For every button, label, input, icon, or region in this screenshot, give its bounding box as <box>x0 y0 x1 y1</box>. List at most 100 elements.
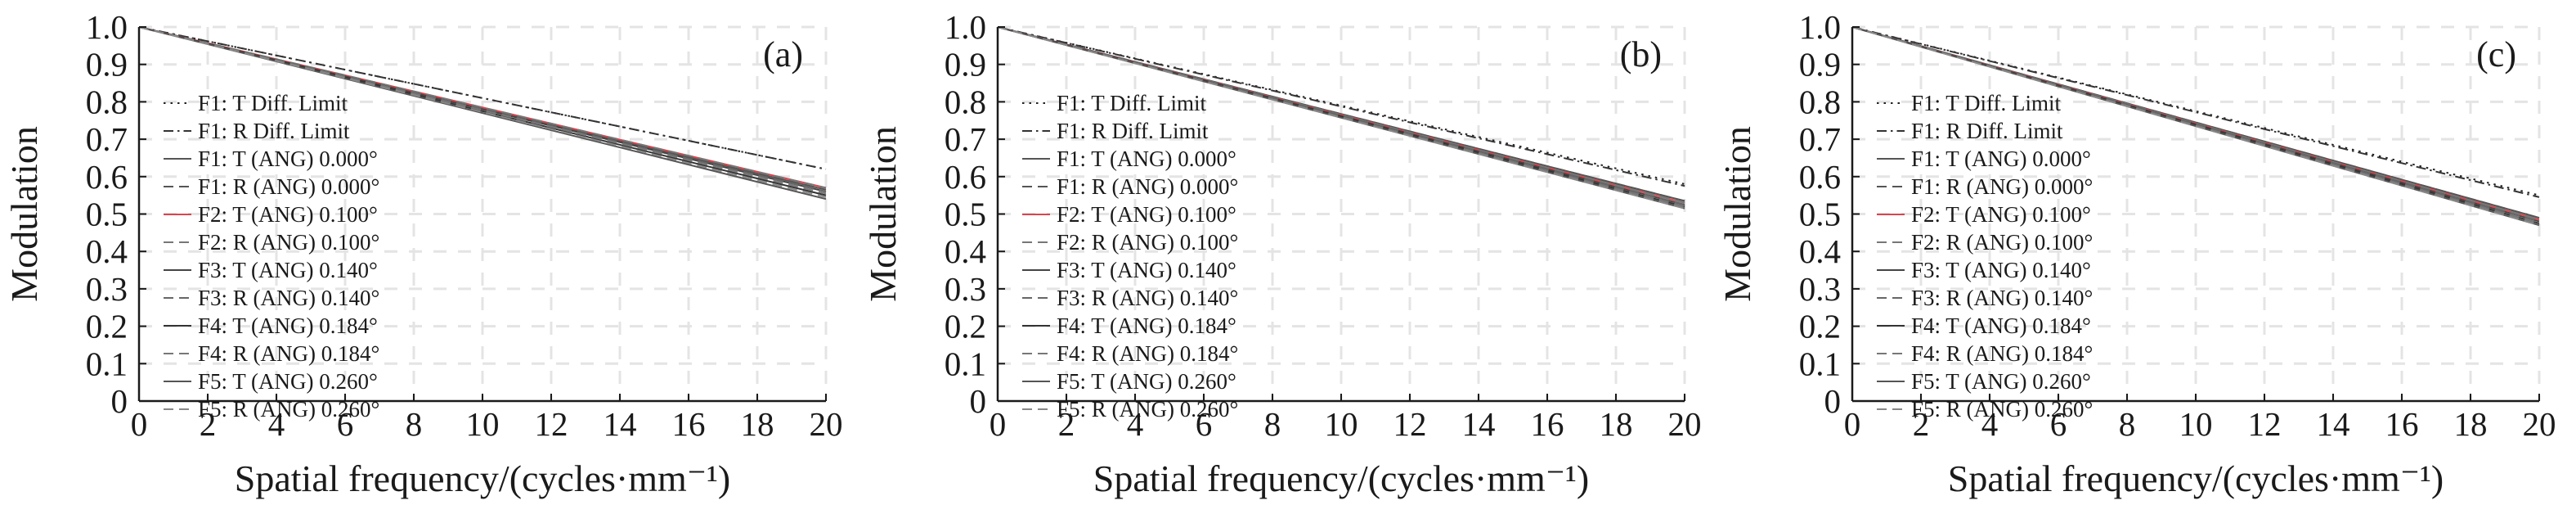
x-tick-label: 18 <box>1600 405 1633 443</box>
legend-entry: F1: R Diff. Limit <box>198 119 350 143</box>
y-tick-label: 0.4 <box>1799 232 1841 270</box>
y-tick-label: 0.7 <box>1799 120 1841 158</box>
y-tick-label: 0.7 <box>86 120 128 158</box>
x-tick-label: 8 <box>1264 405 1281 443</box>
x-tick-label: 12 <box>2248 405 2282 443</box>
x-tick-label: 6 <box>1196 405 1213 443</box>
panel-a: 0 2 4 6 8 10 12 14 16 18 2000.10.20.30.40.50.60.70… <box>3 8 843 499</box>
y-tick-label: 1.0 <box>945 8 986 46</box>
panel-b: 0 2 4 6 8 10 12 14 16 18 2000.10.20.30.40.50.60.70… <box>862 8 1702 499</box>
legend-entry: F3: R (ANG) 0.140° <box>1911 286 2093 310</box>
legend-entry: F2: T (ANG) 0.100° <box>1911 202 2091 227</box>
x-tick-label: 6 <box>337 405 354 443</box>
legend-entry: F3: R (ANG) 0.140° <box>1057 286 1238 310</box>
x-tick-label: 16 <box>2385 405 2419 443</box>
legend-entry: F2: R (ANG) 0.100° <box>198 230 379 255</box>
y-tick-label: 0.9 <box>945 46 986 83</box>
y-tick-label: 0 <box>111 382 128 420</box>
series-line-10 <box>1851 26 2540 224</box>
legend-entry: F1: T (ANG) 0.000° <box>198 147 378 171</box>
x-tick-label: 14 <box>2317 405 2350 443</box>
legend-entry: F1: R Diff. Limit <box>1911 119 2063 143</box>
x-tick-label: 8 <box>2119 405 2136 443</box>
legend-entry: F1: T Diff. Limit <box>198 91 348 115</box>
x-axis-title: Spatial frequency/(cycles·mm⁻¹) <box>1093 458 1589 499</box>
y-axis-title: Modulation <box>1717 126 1758 302</box>
legend-entry: F5: R (ANG) 0.260° <box>1057 397 1238 422</box>
legend-entry: F2: R (ANG) 0.100° <box>1911 230 2093 255</box>
y-axis-title: Modulation <box>3 126 45 302</box>
y-tick-label: 1.0 <box>1799 8 1841 46</box>
series-line-6 <box>1851 26 2540 221</box>
x-tick-label: 8 <box>406 405 423 443</box>
y-tick-label: 0 <box>1824 382 1842 420</box>
series-line-4 <box>1851 26 2540 219</box>
legend-entry: F1: R (ANG) 0.000° <box>1057 174 1238 199</box>
grid <box>1852 25 2541 401</box>
panel-c: 0 2 4 6 8 10 12 14 16 18 2000.10.20.30.40.50.60.70… <box>1717 8 2556 499</box>
panel-label: (a) <box>763 34 803 74</box>
y-tick-label: 0.6 <box>945 158 986 196</box>
x-tick-label: 2 <box>200 405 217 443</box>
x-tick-label: 12 <box>535 405 568 443</box>
legend-entry: F2: R (ANG) 0.100° <box>1057 230 1238 255</box>
y-tick-label: 0.1 <box>945 345 986 382</box>
y-axis-title: Modulation <box>862 126 904 302</box>
y-tick-label: 0 <box>970 382 987 420</box>
y-tick-label: 0.2 <box>945 308 986 345</box>
y-tick-label: 0.8 <box>945 83 986 120</box>
legend-entry: F1: R Diff. Limit <box>1057 119 1209 143</box>
legend-entry: F1: T Diff. Limit <box>1911 91 2062 115</box>
legend-entry: F3: R (ANG) 0.140° <box>198 286 379 310</box>
legend-entry: F4: R (ANG) 0.184° <box>1911 341 2093 366</box>
x-tick-label: 4 <box>1981 405 1999 443</box>
legend-entry: F5: T (ANG) 0.260° <box>1911 369 2091 394</box>
legend-entry: F3: T (ANG) 0.140° <box>1911 258 2091 282</box>
x-tick-label: 10 <box>1325 405 1358 443</box>
legend-entry: F2: T (ANG) 0.100° <box>1057 202 1236 227</box>
series-group <box>997 26 1685 210</box>
x-axis-title: Spatial frequency/(cycles·mm⁻¹) <box>1948 458 2444 499</box>
y-tick-label: 0.3 <box>86 270 128 308</box>
y-tick-label: 0.3 <box>945 270 986 308</box>
y-tick-label: 0.9 <box>1799 46 1841 83</box>
y-tick-label: 0.5 <box>86 196 128 233</box>
grid <box>139 25 828 401</box>
x-tick-label: 12 <box>1393 405 1427 443</box>
x-tick-label: 0 <box>131 405 148 443</box>
legend-entry: F5: R (ANG) 0.260° <box>198 397 379 422</box>
y-tick-label: 0.7 <box>945 120 986 158</box>
series-group <box>138 26 827 201</box>
legend-entry: F3: T (ANG) 0.140° <box>198 258 378 282</box>
x-tick-label: 6 <box>2050 405 2067 443</box>
y-tick-label: 0.4 <box>86 232 128 270</box>
x-tick-label: 20 <box>2523 405 2556 443</box>
y-tick-label: 0.6 <box>1799 158 1841 196</box>
series-line-2 <box>1851 26 2540 198</box>
panel-label: (b) <box>1620 34 1662 74</box>
y-tick-label: 0.1 <box>1799 345 1841 382</box>
x-tick-label: 20 <box>810 405 843 443</box>
y-tick-label: 0.2 <box>1799 308 1841 345</box>
legend-entry: F2: T (ANG) 0.100° <box>198 202 378 227</box>
x-tick-label: 16 <box>672 405 706 443</box>
series-line-12 <box>997 26 1685 210</box>
y-tick-label: 0.6 <box>86 158 128 196</box>
series-line-12 <box>138 26 827 198</box>
y-tick-label: 0.2 <box>86 308 128 345</box>
legend-entry: F4: T (ANG) 0.184° <box>1057 313 1236 338</box>
legend-entry: F3: T (ANG) 0.140° <box>1057 258 1236 282</box>
legend-entry: F1: R (ANG) 0.000° <box>1911 174 2093 199</box>
series-line-12 <box>1851 26 2540 227</box>
legend-entry: F1: T (ANG) 0.000° <box>1911 147 2091 171</box>
x-axis-title: Spatial frequency/(cycles·mm⁻¹) <box>235 458 730 499</box>
x-tick-label: 0 <box>1844 405 1861 443</box>
legend: F1: T Diff. Limit F1: R Diff. Limit F1: T … <box>164 91 379 422</box>
y-tick-label: 1.0 <box>86 8 128 46</box>
y-tick-label: 0.9 <box>86 46 128 83</box>
x-tick-label: 18 <box>2454 405 2488 443</box>
panel-label: (c) <box>2476 34 2516 74</box>
x-tick-label: 0 <box>990 405 1007 443</box>
x-tick-label: 4 <box>1127 405 1144 443</box>
